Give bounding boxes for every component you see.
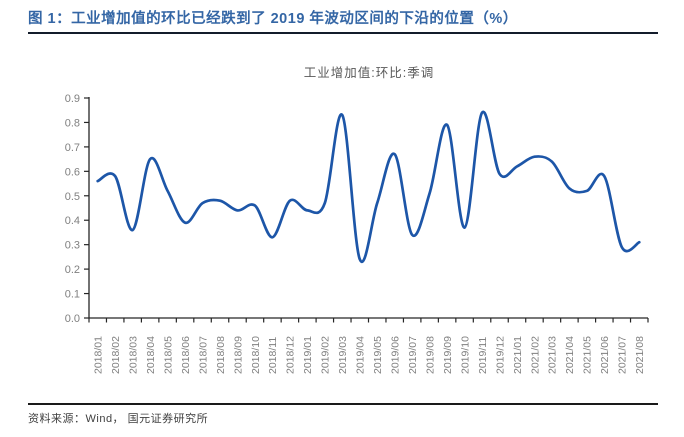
x-axis-tick-label: 2021/01 — [512, 336, 524, 374]
y-axis-tick-label: 0.9 — [65, 93, 80, 105]
y-axis-tick-label: 0.2 — [65, 264, 80, 276]
x-axis-tick-label: 2018/05 — [162, 336, 174, 374]
title-underline — [28, 32, 658, 34]
y-axis-tick-label: 0.1 — [65, 289, 80, 301]
x-axis-tick-label: 2018/07 — [197, 336, 209, 374]
x-axis-tick-label: 2019/04 — [355, 336, 367, 374]
x-axis-tick-label: 2018/10 — [250, 336, 262, 374]
y-axis-tick-label: 0.8 — [65, 117, 80, 129]
x-axis-tick-label: 2021/06 — [599, 336, 611, 374]
x-axis-tick-label: 2021/08 — [634, 336, 646, 374]
y-axis-tick-label: 0.7 — [65, 142, 80, 154]
x-axis-tick-label: 2019/11 — [477, 337, 489, 374]
figure-title: 图 1：工业增加值的环比已经跌到了 2019 年波动区间的下沿的位置（%） — [28, 11, 518, 27]
x-axis-tick-label: 2018/12 — [285, 336, 297, 374]
x-axis-tick-label: 2018/02 — [110, 336, 122, 374]
y-axis-tick-label: 0.0 — [65, 313, 80, 325]
x-axis-tick-label: 2019/10 — [459, 336, 471, 374]
source-note: 资料来源：Wind， 国元证券研究所 — [28, 413, 209, 425]
x-axis-tick-label: 2018/06 — [180, 336, 192, 374]
x-axis-tick-label: 2018/03 — [127, 336, 139, 374]
x-axis-tick-label: 2019/03 — [337, 336, 349, 374]
x-axis-tick-label: 2019/12 — [494, 336, 506, 374]
x-axis-tick-label: 2018/11 — [267, 337, 279, 374]
x-axis-tick-label: 2018/04 — [145, 336, 157, 374]
y-axis-tick-label: 0.6 — [65, 166, 80, 178]
y-axis-tick-label: 0.4 — [65, 215, 80, 227]
x-axis-tick-label: 2018/09 — [232, 336, 244, 374]
x-axis-tick-label: 2021/04 — [564, 336, 576, 374]
x-axis-tick-label: 2018/08 — [215, 336, 227, 374]
x-axis-tick-label: 2021/07 — [617, 336, 629, 374]
x-axis-tick-label: 2021/05 — [582, 336, 594, 374]
y-axis-tick-label: 0.5 — [65, 191, 80, 203]
x-axis-tick-label: 2021/03 — [547, 336, 559, 374]
y-axis-tick-label: 0.3 — [65, 240, 80, 252]
x-axis-tick-label: 2019/09 — [442, 336, 454, 374]
x-axis-tick-label: 2019/02 — [320, 336, 332, 374]
x-axis-tick-label: 2021/02 — [529, 336, 541, 374]
axis-lines — [88, 97, 648, 319]
x-axis-tick-label: 2018/01 — [93, 336, 105, 374]
footer-rule — [28, 403, 658, 405]
x-axis-tick-label: 2019/01 — [302, 336, 314, 374]
x-axis-tick-label: 2019/05 — [372, 336, 384, 374]
x-axis-tick-label: 2019/06 — [390, 336, 402, 374]
x-axis-tick-label: 2019/07 — [407, 336, 419, 374]
x-axis-tick-label: 2019/08 — [424, 336, 436, 374]
series-line — [96, 110, 641, 264]
chart-title: 工业增加值:环比:季调 — [303, 66, 435, 80]
